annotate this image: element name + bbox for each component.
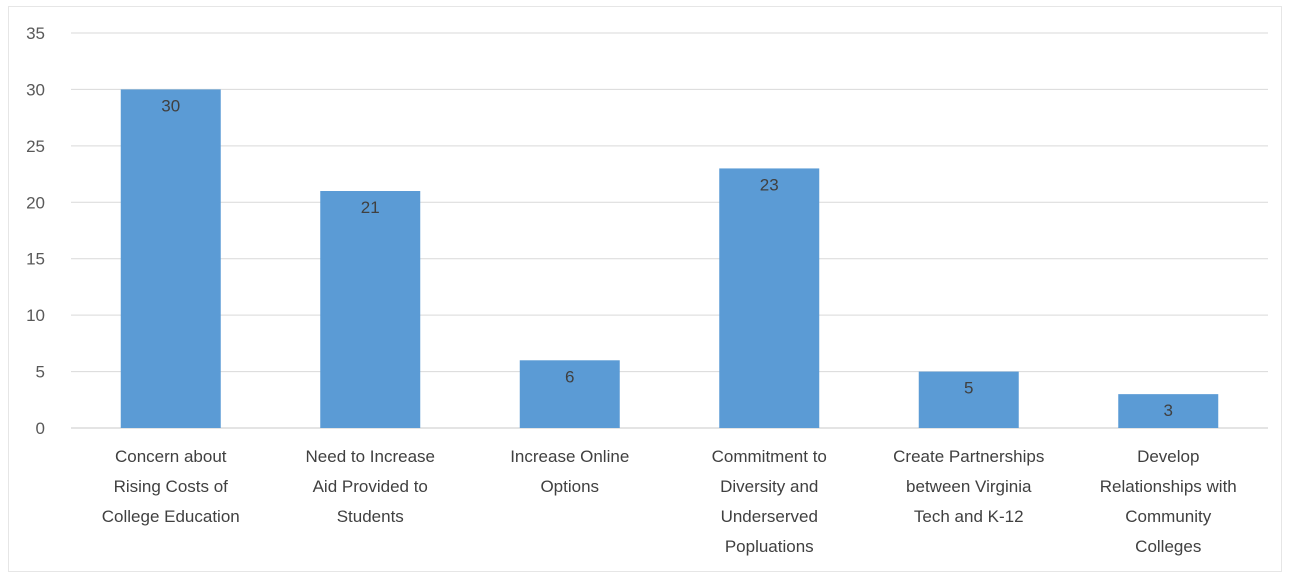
data-labels: 30 21 6 23 5 3 [161, 96, 1173, 420]
bar [120, 89, 221, 428]
data-label: 3 [1164, 401, 1173, 420]
x-category-label: Create Partnerships between Virginia Tech … [893, 447, 1044, 526]
gridlines [71, 32, 1268, 429]
y-axis-ticks: 0 5 10 15 20 25 30 35 [26, 24, 45, 438]
y-tick-label: 5 [36, 363, 45, 382]
y-tick-label: 30 [26, 80, 45, 99]
bar [519, 360, 620, 428]
x-category-label: Develop Relationships with Community Colleg… [1100, 447, 1237, 556]
x-category-label: Need to Increase Aid Provided to Students [306, 447, 435, 526]
bar [719, 168, 820, 428]
y-tick-label: 20 [26, 193, 45, 212]
bar [1118, 394, 1219, 428]
bars [120, 89, 1219, 428]
y-tick-label: 0 [36, 419, 45, 438]
x-axis-categories: Concern about Rising Costs of College Educ… [102, 447, 1237, 556]
y-tick-label: 25 [26, 137, 45, 156]
data-label: 30 [161, 96, 180, 115]
y-tick-label: 15 [26, 250, 45, 269]
bar [320, 191, 421, 428]
data-label: 21 [361, 198, 380, 217]
y-tick-label: 35 [26, 24, 45, 43]
bar [918, 371, 1019, 428]
data-label: 5 [964, 379, 973, 398]
x-category-label: Commitment to Diversity and Underserved Pop… [712, 447, 827, 556]
data-label: 6 [565, 367, 574, 386]
y-tick-label: 10 [26, 306, 45, 325]
x-category-label: Increase Online Options [510, 447, 629, 496]
data-label: 23 [760, 175, 779, 194]
x-category-label: Concern about Rising Costs of College Educ… [102, 447, 240, 526]
